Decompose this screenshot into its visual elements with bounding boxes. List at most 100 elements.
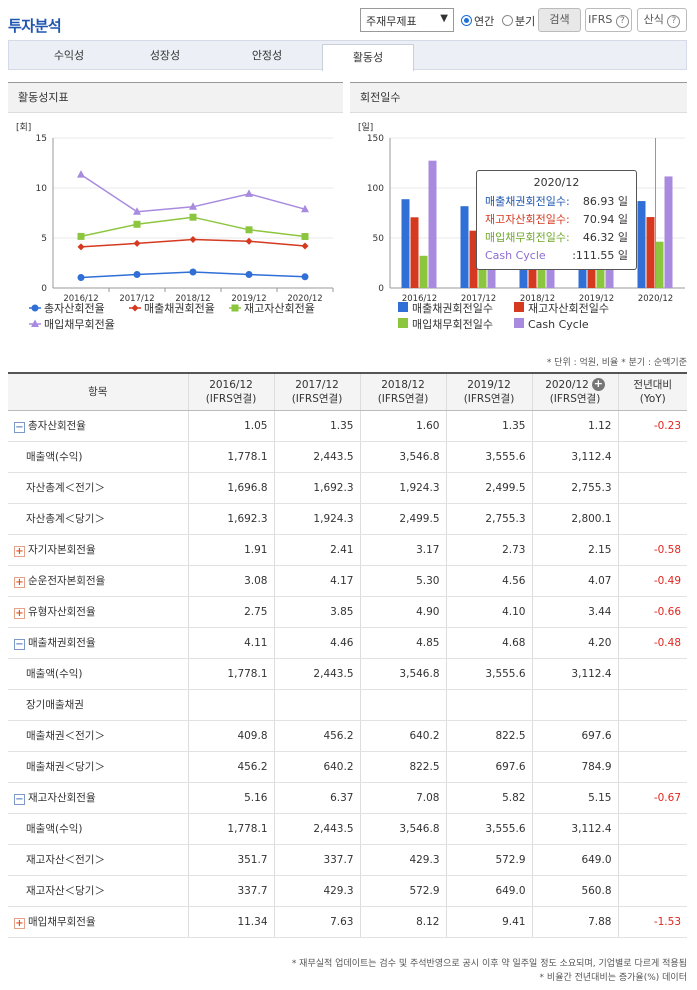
value-cell: 4.68 [445, 627, 532, 659]
bar [419, 255, 428, 288]
value-cell: 8.12 [359, 906, 446, 938]
expand-icon[interactable]: + [14, 608, 25, 619]
collapse-icon[interactable]: − [14, 794, 25, 805]
table-row: 매출채권＜전기＞ 409.8 456.2 640.2 822.5 697.6 [8, 720, 687, 752]
row-label: 매출채권＜전기＞ [8, 720, 188, 752]
legend-label: Cash Cycle [528, 318, 589, 331]
yoy-cell: -0.48 [617, 627, 687, 659]
row-label[interactable]: − 매출채권회전율 [8, 627, 188, 659]
tab-profitability[interactable]: 수익성 [53, 49, 85, 62]
row-label[interactable]: − 총자산회전율 [8, 410, 188, 442]
y-tick-label: 50 [373, 234, 385, 244]
bar [646, 217, 655, 288]
data-point [77, 274, 85, 281]
row-label[interactable]: + 유형자산회전율 [8, 596, 188, 628]
collapse-icon[interactable]: − [14, 639, 25, 650]
table-row: 매출채권＜당기＞ 456.2 640.2 822.5 697.6 784.9 [8, 751, 687, 783]
y-axis-label: [일] [358, 122, 373, 133]
value-cell: 1,778.1 [187, 441, 274, 473]
table-row: − 재고자산회전율 5.16 6.37 7.08 5.82 5.15 -0.67 [8, 782, 687, 814]
value-cell: 2.41 [273, 534, 360, 566]
expand-icon[interactable]: + [14, 918, 25, 929]
value-cell: 7.08 [359, 782, 446, 814]
row-label: 자산총계＜전기＞ [8, 472, 188, 504]
collapse-icon[interactable]: − [14, 422, 25, 433]
data-point [77, 243, 85, 251]
value-cell: 3,112.4 [531, 441, 618, 473]
data-point [245, 226, 253, 234]
tooltip-label: Cash Cycle [485, 249, 546, 262]
value-cell: 2.15 [531, 534, 618, 566]
value-cell: 5.30 [359, 565, 446, 597]
value-cell: 3.44 [531, 596, 618, 628]
radio-quarter[interactable]: 분기 [502, 13, 535, 29]
yoy-cell: -0.49 [617, 565, 687, 597]
expand-icon[interactable]: + [14, 577, 25, 588]
yoy-cell [617, 813, 687, 845]
value-cell: 2.73 [445, 534, 532, 566]
y-tick-label: 15 [36, 134, 47, 144]
expand-icon[interactable]: + [14, 546, 25, 557]
tab-growth[interactable]: 성장성 [149, 49, 181, 62]
activity-line-chart: [회] 0 5 10 15 2016/12 2017/12 2018/12 2019/12 202… [16, 122, 334, 331]
add-column-icon[interactable]: + [591, 376, 605, 391]
data-point [189, 236, 197, 243]
value-cell: 5.82 [445, 782, 532, 814]
legend-swatch [514, 302, 524, 312]
data-point [301, 273, 309, 281]
table-row: − 매출채권회전율 4.11 4.46 4.85 4.68 4.20 -0.48 [8, 627, 687, 659]
data-point [245, 237, 253, 245]
value-cell: 822.5 [445, 720, 532, 752]
row-label[interactable]: − 재고자산회전율 [8, 782, 188, 814]
yoy-cell: -0.67 [617, 782, 687, 814]
value-cell: 429.3 [273, 875, 360, 907]
statement-select[interactable]: 주재무제표 ▼ [360, 8, 454, 32]
value-cell: 3,546.8 [359, 658, 446, 690]
tooltip-label: 매입채무회전일수: [485, 231, 570, 244]
bar [664, 176, 673, 288]
yoy-cell: -1.53 [617, 906, 687, 938]
x-tick-label: 2019/12 [231, 294, 266, 304]
legend-marker [31, 319, 39, 327]
footnote-2: * 비율간 전년대비는 증가율(%) 데이터 [539, 973, 687, 983]
tab-stability[interactable]: 안정성 [251, 49, 283, 62]
radio-annual[interactable]: 연간 [461, 13, 494, 29]
data-point [77, 170, 85, 178]
value-cell: 1.60 [359, 410, 446, 442]
table-row: + 매입채무회전율 11.34 7.63 8.12 9.41 7.88 -1.53 [8, 906, 687, 938]
value-cell: 560.8 [531, 875, 618, 907]
footnote-1: * 재무실적 업데이트는 검수 및 주석반영으로 공시 이후 약 일주일 정도 … [291, 959, 687, 969]
value-cell: 3,555.6 [445, 813, 532, 845]
row-label[interactable]: + 순운전자본회전율 [8, 565, 188, 597]
value-cell [445, 689, 532, 721]
value-cell: 697.6 [445, 751, 532, 783]
yoy-cell [617, 751, 687, 783]
radio-quarter-icon [502, 15, 513, 26]
data-point [133, 207, 141, 215]
x-tick-label: 2020/12 [638, 294, 673, 304]
ifrs-help-button[interactable]: IFRS ? [585, 8, 632, 32]
x-tick-label: 2019/12 [579, 294, 614, 304]
x-tick-label: 2016/12 [402, 294, 437, 304]
tab-activity[interactable]: 활동성 [322, 44, 414, 71]
table-row: 자산총계＜전기＞ 1,696.8 1,692.3 1,924.3 2,499.5 2,75… [8, 472, 687, 504]
value-cell: 429.3 [359, 844, 446, 876]
bar [637, 201, 646, 288]
value-cell: 649.0 [531, 844, 618, 876]
value-cell: 4.10 [445, 596, 532, 628]
row-label[interactable]: + 매입채무회전율 [8, 906, 188, 938]
value-cell: 6.37 [273, 782, 360, 814]
row-label[interactable]: + 자기자본회전율 [8, 534, 188, 566]
search-button[interactable]: 검색 [538, 8, 581, 32]
data-point [133, 271, 141, 278]
value-cell: 3,555.6 [445, 441, 532, 473]
value-cell: 2,800.1 [531, 503, 618, 535]
value-cell: 1.05 [187, 410, 274, 442]
value-cell: 1,692.3 [187, 503, 274, 535]
radio-annual-icon [461, 15, 472, 26]
y-tick-label: 150 [367, 134, 384, 144]
formula-help-button[interactable]: 산식 ? [637, 8, 687, 32]
value-cell: 2,499.5 [445, 472, 532, 504]
yoy-cell: -0.58 [617, 534, 687, 566]
value-cell: 3,546.8 [359, 441, 446, 473]
